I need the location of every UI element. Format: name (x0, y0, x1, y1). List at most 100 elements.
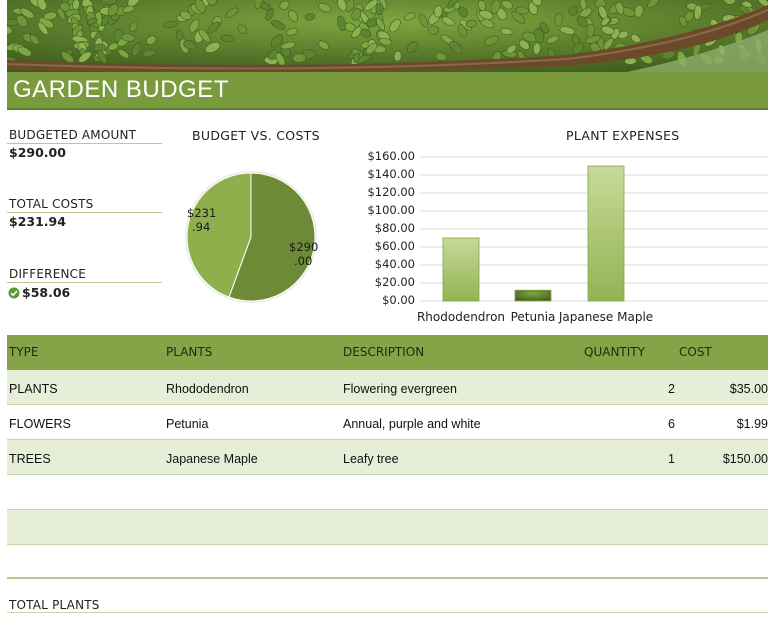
quantity-cell[interactable]: 2 (668, 382, 675, 396)
seed-shape (393, 50, 402, 62)
seed-shape (280, 41, 296, 50)
bar-chart-title: PLANT EXPENSES (566, 128, 680, 143)
seed-shape (465, 19, 477, 28)
type-cell[interactable]: FLOWERS (9, 417, 71, 431)
seed-shape (559, 26, 576, 35)
table-header: TYPE PLANTS DESCRIPTION QUANTITY COST (7, 335, 768, 370)
plant-expenses-bar-chart[interactable] (420, 150, 768, 310)
table-row[interactable]: PLANTS Rhododendron Flowering evergreen … (7, 370, 768, 405)
seed-shape (572, 42, 584, 55)
seed-shape (225, 7, 239, 18)
difference-value[interactable]: $58.06 (22, 285, 71, 300)
cost-cell[interactable]: $150.00 (722, 452, 768, 466)
pie-chart-title: BUDGET VS. COSTS (192, 128, 320, 143)
y-tick-label: $20.00 (374, 275, 415, 289)
x-tick-label: Rhododendron (416, 310, 506, 324)
seed-shape (318, 2, 332, 13)
check-circle-icon (8, 287, 20, 299)
total-underline (7, 612, 768, 613)
plant-cell[interactable]: Japanese Maple (166, 452, 258, 466)
pie-data-label: $290.00 (289, 240, 318, 268)
seed-shape (406, 41, 419, 53)
seed-shape (532, 42, 541, 55)
header-cost[interactable]: COST (679, 345, 712, 359)
seed-shape (364, 0, 378, 11)
bar-rhododendron[interactable] (442, 237, 480, 302)
seed-shape (107, 4, 119, 17)
bar-japanese-maple[interactable] (587, 165, 625, 302)
seed-shape (601, 16, 610, 27)
header-plants[interactable]: PLANTS (166, 345, 213, 359)
seed-shape (490, 0, 501, 14)
header-type[interactable]: TYPE (9, 345, 39, 359)
seed-shape (441, 16, 455, 26)
seed-shape (484, 35, 499, 46)
seed-shape (72, 0, 80, 10)
table-row-empty[interactable] (7, 510, 768, 545)
seed-shape (36, 0, 47, 11)
seed-shape (117, 49, 130, 59)
seed-shape (179, 10, 192, 20)
seed-shape (142, 49, 156, 57)
seed-shape (43, 11, 58, 21)
total-divider (7, 577, 768, 579)
type-cell[interactable]: TREES (9, 452, 51, 466)
y-tick-label: $100.00 (367, 203, 415, 217)
description-cell[interactable]: Flowering evergreen (343, 382, 457, 396)
seed-shape (337, 0, 347, 12)
seed-shape (757, 0, 768, 7)
type-cell[interactable]: PLANTS (9, 382, 58, 396)
seed-shape (285, 27, 298, 36)
y-tick-label: $120.00 (367, 185, 415, 199)
budgeted-amount-value[interactable]: $290.00 (9, 145, 66, 160)
seed-shape (260, 2, 272, 11)
y-tick-label: $0.00 (382, 293, 415, 307)
description-cell[interactable]: Annual, purple and white (343, 417, 481, 431)
description-cell[interactable]: Leafy tree (343, 452, 399, 466)
seed-shape (288, 9, 298, 22)
total-costs-label: TOTAL COSTS (9, 197, 94, 211)
seed-shape (723, 0, 737, 5)
seed-shape (678, 15, 688, 27)
seed-shape (360, 28, 372, 38)
divider (7, 212, 162, 213)
budget-vs-costs-pie-chart[interactable]: $231.94 $290.00 (180, 165, 330, 310)
plant-cell[interactable]: Rhododendron (166, 382, 249, 396)
seed-shape (337, 15, 346, 32)
cost-cell[interactable]: $35.00 (729, 382, 768, 396)
seed-shape (568, 5, 579, 16)
seed-shape (270, 34, 284, 48)
seed-shape (131, 42, 141, 57)
y-tick-label: $140.00 (367, 167, 415, 181)
seed-shape (29, 34, 40, 45)
y-tick-label: $40.00 (374, 257, 415, 271)
cost-cell[interactable]: $1.99 (736, 417, 768, 431)
header-description[interactable]: DESCRIPTION (343, 345, 425, 359)
pie-slice-total-costs[interactable] (186, 172, 252, 298)
header-quantity[interactable]: QUANTITY (584, 345, 645, 359)
quantity-cell[interactable]: 6 (668, 417, 675, 431)
seed-shape (97, 49, 108, 64)
seed-shape (78, 51, 92, 63)
seed-shape (292, 53, 307, 63)
seed-shape (207, 21, 221, 34)
divider (7, 282, 162, 283)
plant-cell[interactable]: Petunia (166, 417, 209, 431)
seed-shape (16, 14, 28, 28)
seed-shape (351, 7, 362, 21)
table-row-empty[interactable] (7, 475, 768, 510)
seed-shape (506, 44, 517, 54)
sheet-title: GARDEN BUDGET (13, 76, 229, 103)
table-row[interactable]: FLOWERS Petunia Annual, purple and white… (7, 405, 768, 440)
quantity-cell[interactable]: 1 (668, 452, 675, 466)
pie-slice-budgeted-amount[interactable] (228, 172, 316, 302)
y-tick-label: $80.00 (374, 221, 415, 235)
y-tick-label: $160.00 (367, 149, 415, 163)
seed-shape (534, 27, 545, 44)
total-costs-value[interactable]: $231.94 (9, 214, 66, 229)
seed-shape (7, 25, 13, 35)
table-row[interactable]: TREES Japanese Maple Leafy tree 1 $150.0… (7, 440, 768, 475)
bar-petunia[interactable] (514, 289, 552, 302)
seed-shape (500, 27, 513, 36)
table-row-empty[interactable] (7, 545, 768, 579)
